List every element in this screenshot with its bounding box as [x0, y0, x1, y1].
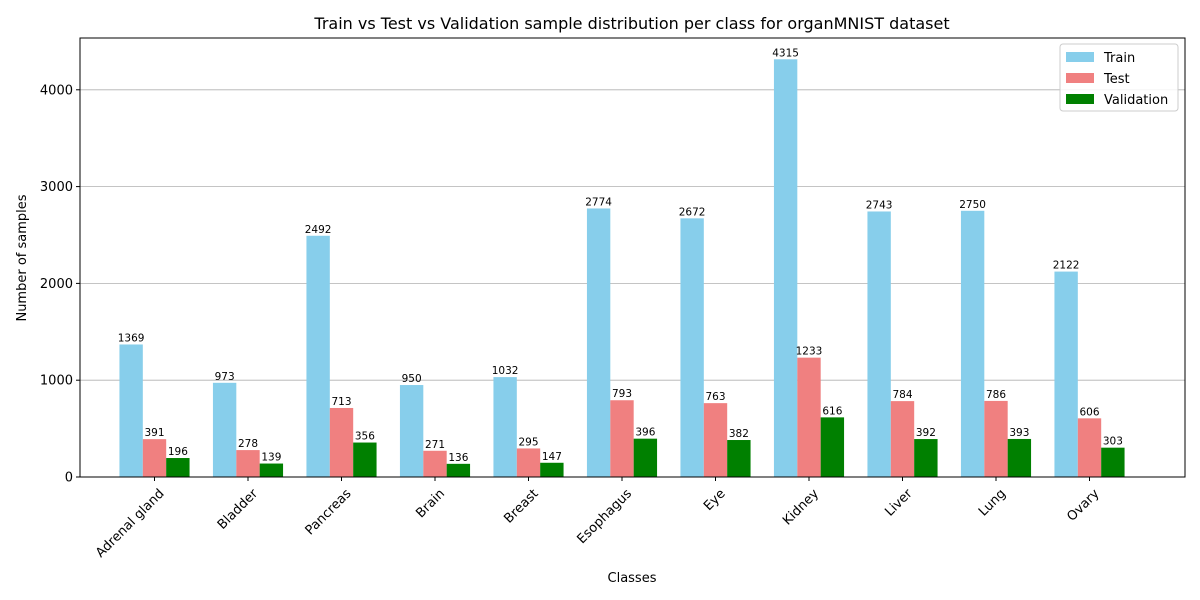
- legend-swatch: [1066, 73, 1094, 83]
- bar-validation: [820, 417, 845, 477]
- data-label: 2743: [866, 199, 893, 211]
- data-label: 4315: [772, 47, 799, 59]
- y-tick-label: 2000: [40, 277, 73, 292]
- bar-train: [680, 218, 704, 477]
- bar-validation: [166, 458, 190, 477]
- data-label: 606: [1079, 406, 1099, 418]
- bar-train: [306, 235, 330, 477]
- legend: Train Test Validation: [1059, 43, 1179, 112]
- y-tick-label: 4000: [40, 83, 73, 98]
- data-label: 784: [892, 389, 912, 401]
- data-label: 356: [355, 431, 375, 443]
- data-label: 2672: [679, 206, 706, 218]
- bar-test: [236, 450, 260, 477]
- bar-test: [610, 400, 634, 477]
- data-label: 147: [542, 451, 562, 463]
- bar-test: [797, 357, 821, 477]
- x-tick-label: Esophagus: [574, 486, 635, 547]
- x-tick-label: Adrenal gland: [93, 486, 167, 560]
- legend-swatch: [1066, 52, 1094, 62]
- data-label: 616: [822, 405, 842, 417]
- bar-train: [399, 385, 424, 477]
- x-tick-label: Ovary: [1064, 486, 1102, 524]
- data-label: 1032: [492, 365, 519, 377]
- bar-validation: [1007, 438, 1032, 477]
- bar-validation: [446, 463, 471, 477]
- bar-validation: [540, 462, 564, 477]
- data-label: 278: [238, 438, 258, 450]
- bar-validation: [633, 438, 658, 477]
- legend-label: Test: [1103, 72, 1130, 87]
- bar-test: [516, 448, 541, 477]
- bar-train: [212, 382, 237, 477]
- bar-validation: [1101, 447, 1125, 477]
- bar-test: [423, 450, 447, 477]
- bar-test: [703, 403, 728, 477]
- data-label: 950: [402, 373, 422, 385]
- legend-swatch: [1066, 94, 1094, 104]
- x-axis-ticks: Adrenal gland Bladder Pancreas Brain Breast E…: [93, 477, 1103, 561]
- bar-train: [960, 210, 985, 477]
- legend-label: Validation: [1104, 93, 1168, 108]
- y-axis-label: Number of samples: [15, 194, 30, 321]
- bar-train: [867, 211, 891, 477]
- x-tick-label: Brain: [413, 486, 448, 521]
- x-tick-label: Liver: [882, 486, 916, 520]
- x-axis-label: Classes: [608, 571, 657, 586]
- bars: [119, 59, 1125, 478]
- data-label: 303: [1103, 436, 1123, 448]
- bar-test: [890, 401, 915, 477]
- data-label: 973: [215, 371, 235, 383]
- plot-frame: [79, 37, 1186, 478]
- data-label: 1233: [796, 346, 823, 358]
- bar-validation: [259, 463, 284, 477]
- data-label: 793: [612, 388, 632, 400]
- bar-train: [773, 59, 798, 478]
- data-label: 396: [635, 427, 655, 439]
- x-tick-label: Breast: [501, 486, 541, 526]
- bar-test: [329, 407, 354, 477]
- y-tick-label: 1000: [40, 374, 73, 389]
- data-label: 2492: [305, 224, 332, 236]
- bar-validation: [353, 442, 377, 477]
- x-tick-label: Kidney: [780, 486, 822, 528]
- x-tick-label: Pancreas: [303, 486, 355, 538]
- bar-train: [119, 344, 143, 477]
- data-label: 391: [144, 427, 164, 439]
- y-axis-ticks: 0 1000 2000 3000 4000: [40, 83, 80, 486]
- bar-validation: [914, 439, 938, 477]
- data-label: 196: [168, 446, 188, 458]
- x-tick-label: Eye: [701, 486, 729, 514]
- y-tick-label: 0: [65, 471, 73, 486]
- bar-train: [586, 208, 611, 477]
- bar-train: [1054, 271, 1078, 477]
- bar-test: [142, 439, 167, 477]
- data-label: 393: [1009, 427, 1029, 439]
- data-label: 786: [986, 389, 1006, 401]
- data-label: 2774: [585, 196, 612, 208]
- data-label: 1369: [118, 332, 145, 344]
- y-tick-label: 3000: [40, 180, 73, 195]
- bar-train: [493, 377, 517, 477]
- data-label: 271: [425, 439, 445, 451]
- x-tick-label: Bladder: [215, 486, 262, 533]
- legend-label: Train: [1103, 51, 1135, 66]
- data-label: 136: [448, 452, 468, 464]
- data-label: 382: [729, 428, 749, 440]
- bar-test: [1077, 418, 1102, 477]
- data-label: 763: [705, 391, 725, 403]
- bar-test: [984, 400, 1008, 477]
- data-label: 392: [916, 427, 936, 439]
- data-label: 295: [518, 436, 538, 448]
- data-label: 139: [261, 452, 281, 464]
- x-tick-label: Lung: [976, 486, 1009, 519]
- bar-validation: [727, 440, 751, 477]
- data-label: 2750: [959, 199, 986, 211]
- data-label: 2122: [1053, 260, 1080, 272]
- chart-title: Train vs Test vs Validation sample distr…: [313, 14, 949, 33]
- data-label: 713: [331, 396, 351, 408]
